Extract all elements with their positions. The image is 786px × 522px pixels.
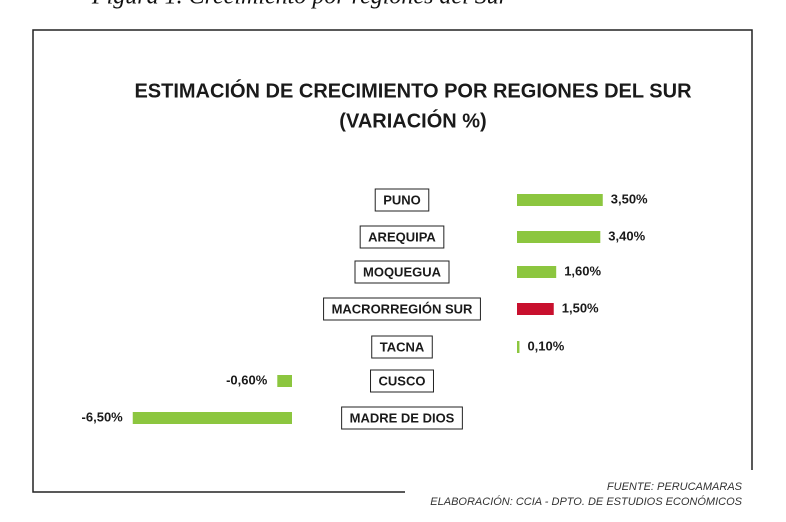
category-box: [354, 260, 450, 284]
value-label: -6,50%: [82, 409, 124, 424]
value-label: 1,60%: [564, 263, 601, 278]
category-label: TACNA: [380, 339, 425, 354]
bar: [517, 303, 554, 315]
value-label: 3,40%: [608, 228, 645, 243]
category-label: MADRE DE DIOS: [350, 410, 455, 425]
bar: [277, 375, 292, 387]
bar: [132, 412, 292, 424]
category-label: AREQUIPA: [368, 229, 436, 244]
source-note: FUENTE: PERUCAMARAS: [607, 481, 743, 493]
category-label: MACRORREGIÓN SUR: [332, 301, 473, 316]
chart-title: (VARIACIÓN %): [339, 108, 486, 132]
category-label: PUNO: [383, 192, 421, 207]
frame: [32, 29, 753, 493]
category-box: [359, 225, 445, 249]
bar: [517, 231, 601, 243]
category-label: CUSCO: [379, 373, 426, 388]
bar: [517, 341, 520, 353]
category-box: [371, 335, 433, 359]
value-label: -0,60%: [226, 372, 268, 387]
source-note: ELABORACIÓN: CCIA - DPTO. DE ESTUDIOS EC…: [430, 495, 742, 508]
bar: [517, 194, 603, 206]
value-label: 3,50%: [611, 191, 648, 206]
chart-title: ESTIMACIÓN DE CRECIMIENTO POR REGIONES D…: [134, 78, 692, 102]
value-label: 1,50%: [562, 300, 599, 315]
category-box: [341, 406, 463, 430]
category-label: MOQUEGUA: [363, 264, 442, 279]
category-box: [370, 369, 434, 393]
bar: [517, 266, 557, 278]
category-box: [323, 297, 481, 321]
figure-caption: Figura 1. Crecimiento por regiones del S…: [91, 0, 509, 10]
category-box: [374, 188, 430, 212]
value-label: 0,10%: [527, 338, 564, 353]
